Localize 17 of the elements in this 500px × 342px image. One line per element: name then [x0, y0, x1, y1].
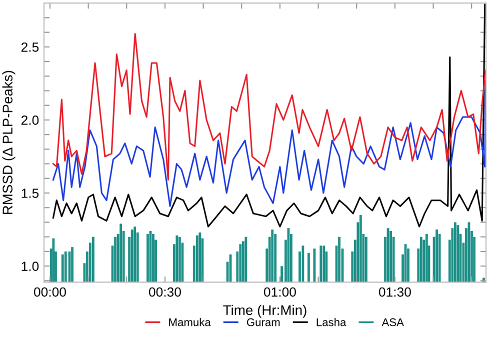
x-tick-label: 01:00	[264, 287, 296, 297]
legend-label: ASA	[382, 318, 404, 326]
line-series	[52, 32, 486, 181]
line-series	[52, 80, 486, 207]
legend-label: Mamuka	[169, 318, 211, 326]
y-tick-label: 1.0	[22, 262, 39, 271]
y-axis-title: RMSSD (Δ PLP-Peaks)	[2, 70, 16, 214]
x-tick-label: 01:30	[378, 287, 411, 297]
y-tick-label: 2.0	[21, 116, 39, 125]
legend-label: Guram	[246, 318, 280, 326]
legend-label: Lasha	[316, 318, 346, 326]
y-tick-label: 2.5	[21, 42, 39, 52]
x-tick-label: 00:30	[148, 287, 181, 297]
x-tick-label: 00:00	[34, 287, 66, 297]
x-axis-title: Time (Hr:Min)	[223, 304, 306, 318]
y-tick-label: 1.5	[22, 188, 39, 198]
line-series	[52, 4, 486, 228]
